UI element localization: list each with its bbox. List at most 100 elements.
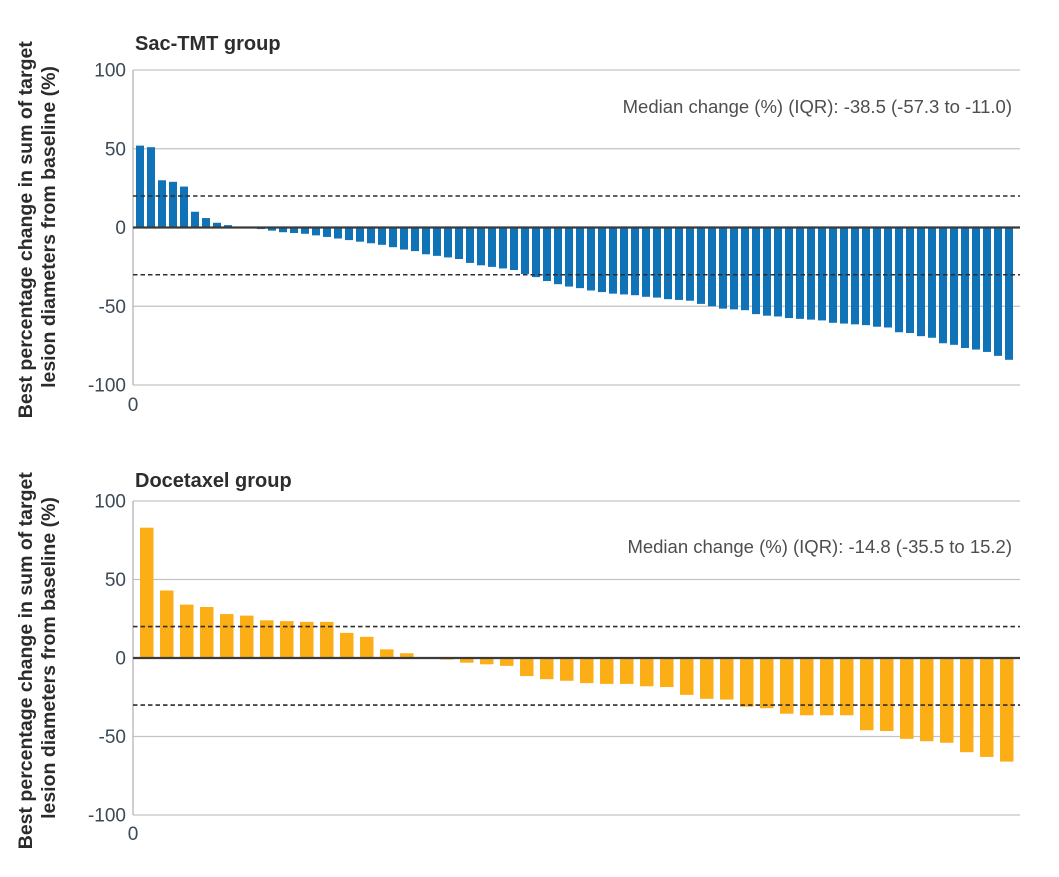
bar [455,227,463,259]
bar [158,180,166,228]
bar [560,658,574,681]
bar [653,227,661,298]
bar [1005,227,1013,360]
bar [400,653,414,658]
bar [620,658,634,684]
bar [323,227,331,237]
bar [320,621,334,658]
y-tick-label: 50 [105,570,126,591]
bar [400,227,408,250]
bar [580,658,594,684]
bar [840,227,848,324]
bar [200,606,214,658]
bar [312,227,320,236]
bar [488,227,496,267]
bar [840,658,854,716]
bar [774,227,782,317]
bar [554,227,562,285]
bar [356,227,364,242]
y-tick-label: 0 [115,649,126,670]
bar [994,227,1002,356]
bar [664,227,672,300]
y-tick-label: 50 [105,139,126,160]
bar [884,227,892,328]
bar [290,227,298,234]
bar [939,227,947,344]
y-tick-label: 100 [94,492,126,513]
bar [600,658,614,684]
bar [697,227,705,304]
bar [906,227,914,334]
bar [389,227,397,248]
bar [972,227,980,350]
bar [642,227,650,297]
bar [140,527,154,658]
y-tick-label: 100 [94,61,126,82]
bar [820,658,834,716]
panel-title: Docetaxel group [135,470,292,492]
bar [807,227,815,320]
bar [740,658,754,707]
bar [301,227,309,234]
bar [540,658,554,680]
bar [202,218,210,228]
bar [752,227,760,315]
panel-sac-tmt: 100 50 0 -50 -100 Sac-TMT group Median chang… [15,33,1020,418]
y-tick-label: -50 [99,727,126,748]
bar [598,227,606,293]
bar [224,225,232,228]
bar [686,227,694,301]
bar [213,222,221,228]
bar [851,227,859,325]
bar [510,227,518,271]
panel-docetaxel: 100 50 0 -50 -100 Docetaxel group Median cha… [15,470,1020,849]
bar [961,227,969,348]
bar [640,658,654,687]
bar [180,604,194,658]
bar [380,649,394,658]
bar [169,181,177,228]
bar [360,636,374,658]
bar [477,227,485,266]
bar [760,658,774,709]
bar [895,227,903,333]
bar [917,227,925,337]
x-tick-label: 0 [128,824,139,845]
y-tick-label: 0 [115,218,126,239]
bar [719,227,727,309]
bar [532,227,540,278]
bar [620,227,628,295]
bar [708,227,716,307]
bar [675,227,683,300]
bar [818,227,826,321]
bar [160,590,174,658]
bar [796,227,804,319]
median-annotation: Median change (%) (IQR): -38.5 (-57.3 to… [623,96,1012,117]
bar [411,227,419,252]
bar [280,621,294,658]
bar [940,658,954,743]
bar [720,658,734,700]
bar [763,227,771,316]
x-tick-label: 0 [128,395,139,416]
bar [466,227,474,263]
bar [136,145,144,228]
bar [240,615,254,658]
y-tick-label: -100 [88,806,126,827]
bar [873,227,881,327]
bar [631,227,639,296]
bar [300,621,314,658]
bar [980,658,994,757]
bar [480,658,494,665]
bar [520,658,534,677]
bar [433,227,441,256]
bar [862,227,870,326]
bar [220,614,234,658]
bar [800,658,814,716]
bar [191,211,199,228]
bar [928,227,936,338]
bar [340,632,354,658]
bar [576,227,584,289]
bar [444,227,452,258]
